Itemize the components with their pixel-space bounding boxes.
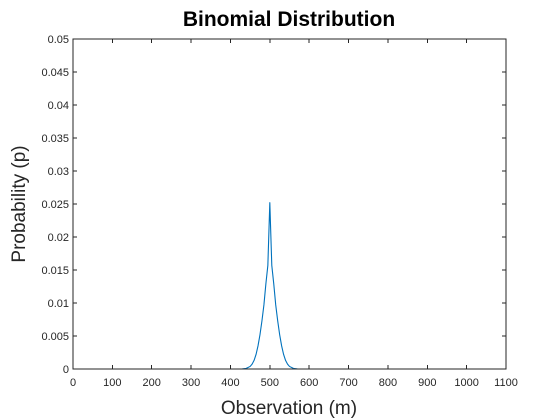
y-tick-label: 0.04 [48,100,69,112]
x-tick-label: 400 [221,377,239,389]
y-tick-label: 0 [63,364,69,376]
y-tick-label: 0.025 [41,199,69,211]
y-axis-ticks: 0 0.005 0.01 0.015 0.02 0.025 0.03 0.035 0.04 0.0… [41,34,506,376]
y-tick-label: 0.045 [41,67,69,79]
x-tick-label: 600 [300,377,318,389]
x-tick-label: 500 [261,377,279,389]
x-tick-label: 1000 [454,377,478,389]
x-tick-label: 200 [143,377,161,389]
y-axis-title: Probability (p) [9,145,30,262]
y-tick-label: 0.05 [48,34,69,46]
x-tick-label: 800 [379,377,397,389]
x-axis-title: Observation (m) [221,398,357,419]
y-tick-label: 0.035 [41,133,69,145]
x-tick-label: 700 [339,377,357,389]
y-tick-label: 0.005 [41,331,69,343]
x-tick-label: 100 [103,377,121,389]
x-axis-ticks: 0 100 200 300 400 500 600 700 800 900 1000 1100 [70,39,518,389]
x-tick-label: 900 [418,377,436,389]
x-tick-label: 300 [182,377,200,389]
plot-area [73,39,506,369]
x-tick-label: 0 [70,377,76,389]
y-tick-label: 0.015 [41,265,69,277]
y-tick-label: 0.02 [48,232,69,244]
x-tick-label: 1100 [494,377,518,389]
y-tick-label: 0.01 [48,298,69,310]
chart-title: Binomial Distribution [183,8,395,31]
y-tick-label: 0.03 [48,166,69,178]
